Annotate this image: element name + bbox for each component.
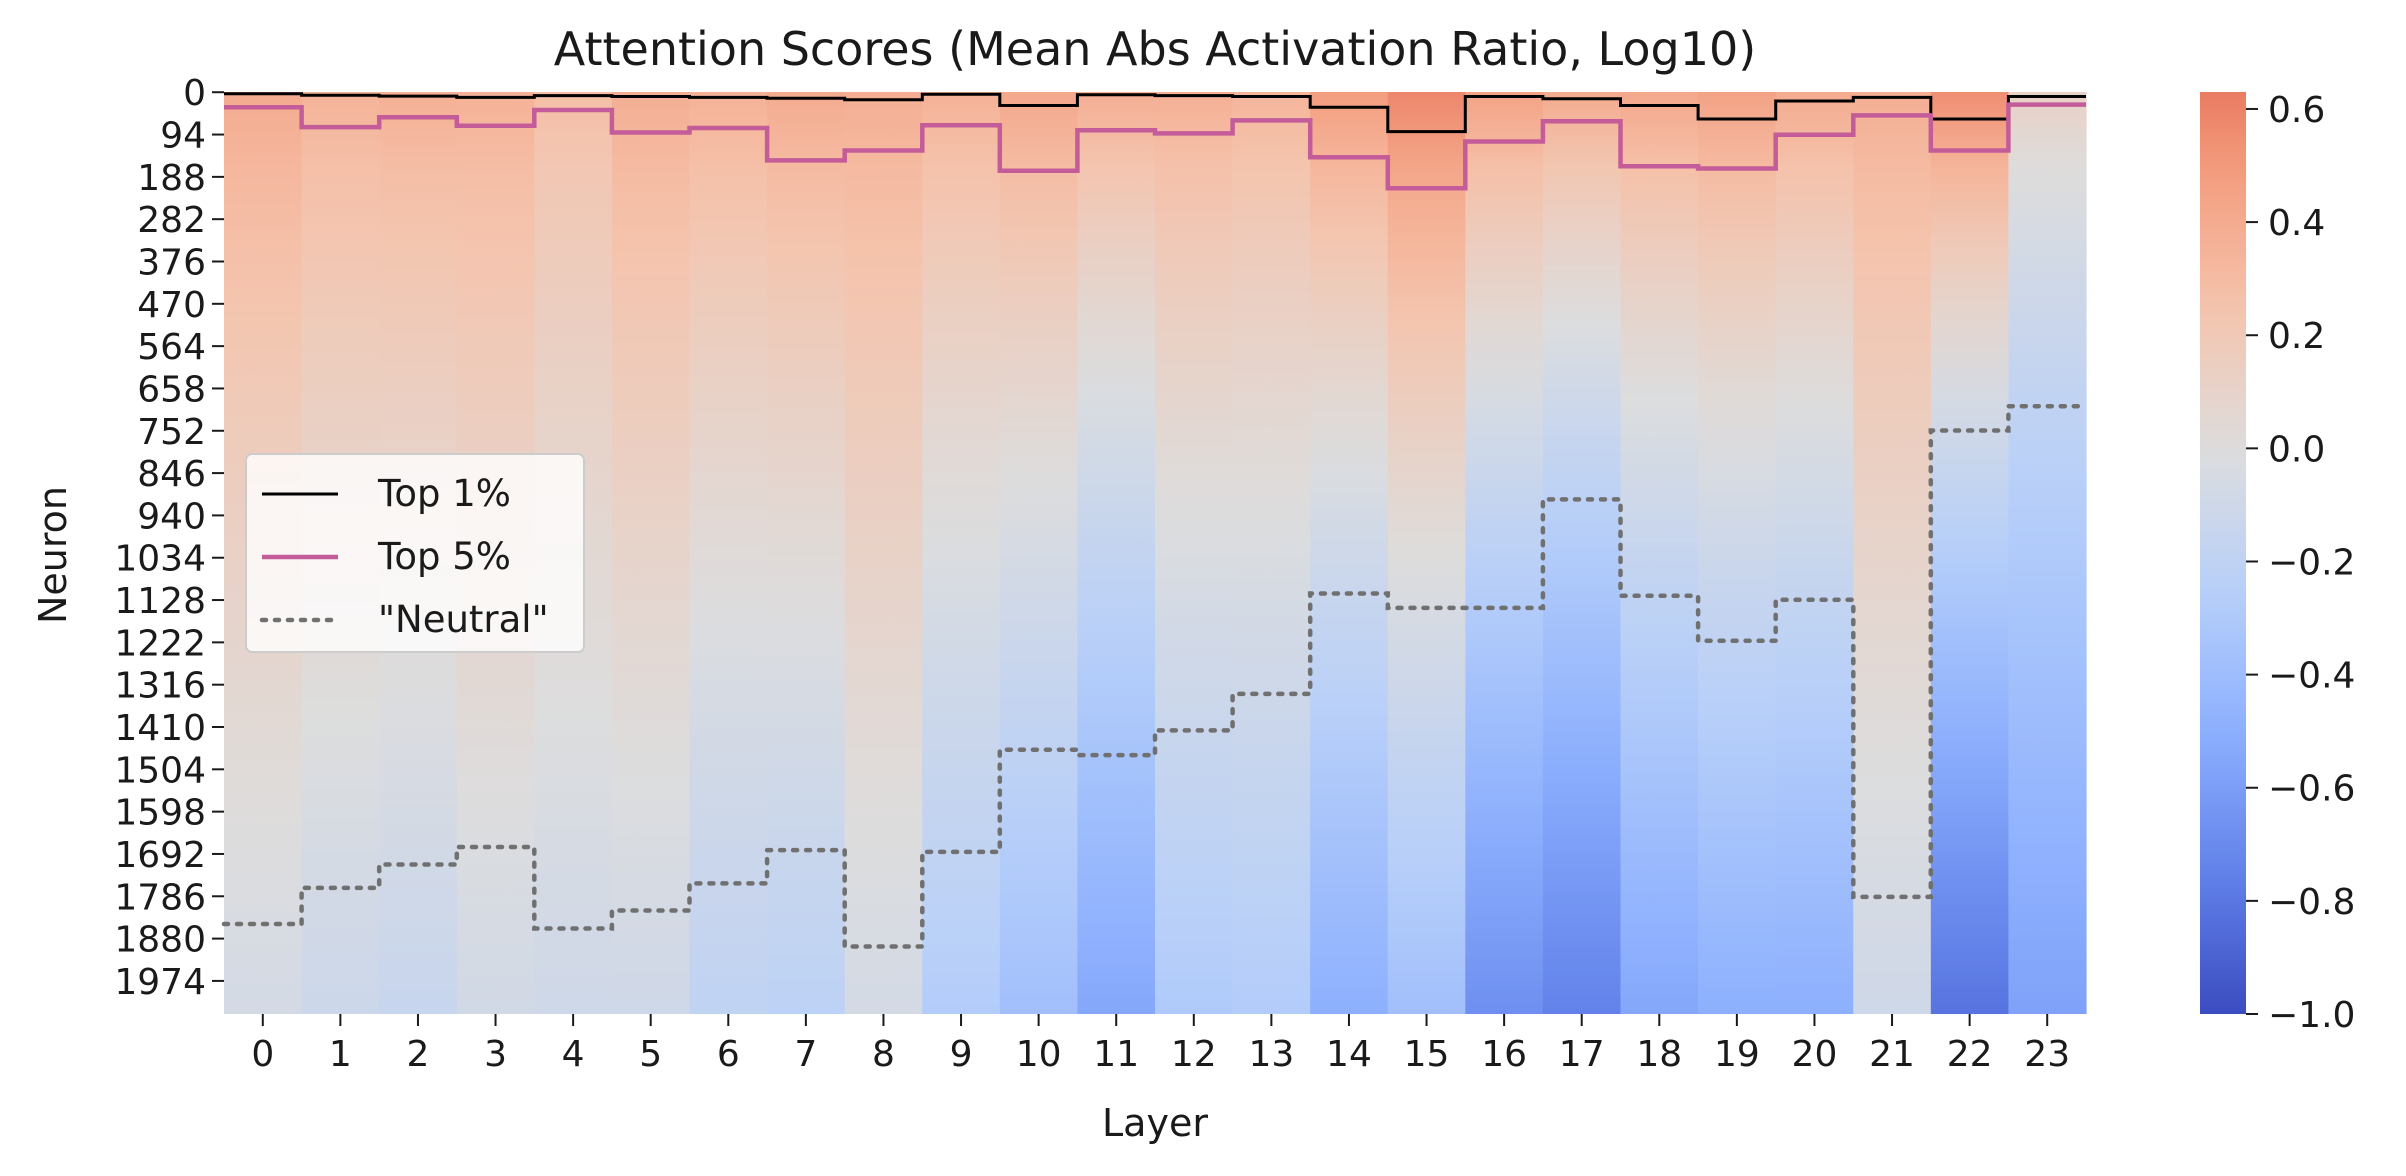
x-tick-label: 14 [1326, 1034, 1372, 1075]
y-tick-label: 1974 [114, 962, 206, 1003]
heatmap-column-14 [1310, 92, 1389, 1014]
heatmap-column-7 [767, 92, 846, 1014]
y-tick-label: 470 [137, 285, 206, 326]
heatmap-column-10 [999, 92, 1079, 1014]
heatmap-column-15 [1387, 92, 1466, 1014]
heatmap-column-22 [1930, 92, 2010, 1014]
x-tick-label: 6 [717, 1034, 740, 1075]
x-tick-label: 5 [639, 1034, 662, 1075]
colorbar-tick-label: 0.2 [2268, 316, 2325, 357]
x-tick-label: 17 [1559, 1034, 1605, 1075]
x-tick-label: 15 [1404, 1034, 1450, 1075]
y-tick-label: 0 [183, 73, 206, 114]
x-axis: 0 1 2 3 4 5 6 7 8 9 10 11 12 13 14 15 16 17 18 19 20 21 22 23 [251, 1014, 2070, 1075]
legend-label-1: Top 5% [377, 535, 511, 578]
y-tick-label: 846 [137, 454, 206, 495]
x-tick-label: 20 [1792, 1034, 1838, 1075]
y-axis-title: Neuron [31, 486, 75, 624]
x-tick-label: 19 [1714, 1034, 1760, 1075]
y-tick-label: 282 [137, 200, 206, 241]
series-line-1 [224, 102, 2086, 191]
x-axis-title: Layer [1102, 1101, 1208, 1145]
colorbar: 0.6 0.4 0.2 0.0 −0.2 −0.4 −0.6 −0.8 −1.0 [2200, 90, 2355, 1036]
colorbar-tick-label: −0.6 [2268, 769, 2355, 810]
colorbar-tick-label: −0.4 [2268, 656, 2355, 697]
y-tick-label: 1504 [114, 750, 206, 791]
legend-label-2: "Neutral" [378, 598, 549, 641]
heatmap-column-11 [1077, 92, 1156, 1014]
colorbar-tick-label: 0.4 [2268, 203, 2325, 244]
x-tick-label: 2 [407, 1034, 430, 1075]
x-tick-label: 4 [562, 1034, 585, 1075]
x-tick-label: 16 [1481, 1034, 1527, 1075]
y-tick-label: 1786 [114, 877, 206, 918]
x-tick-label: 7 [794, 1034, 817, 1075]
x-tick-label: 1 [329, 1034, 352, 1075]
heatmap-column-9 [922, 92, 1001, 1014]
x-tick-label: 3 [484, 1034, 507, 1075]
legend-label-0: Top 1% [377, 472, 511, 515]
chart-title: Attention Scores (Mean Abs Activation Ra… [554, 22, 1756, 76]
x-tick-label: 22 [1947, 1034, 1993, 1075]
x-tick-label: 18 [1636, 1034, 1682, 1075]
heatmap-column-16 [1465, 92, 1544, 1014]
series-line-0 [224, 92, 2086, 134]
colorbar-tick-label: −1.0 [2268, 995, 2355, 1036]
x-tick-label: 9 [950, 1034, 973, 1075]
heatmap-column-8 [844, 92, 923, 1014]
y-axis: 0941882823764705646587528469401034112812… [114, 73, 224, 1003]
y-tick-label: 1880 [114, 920, 206, 961]
y-tick-label: 94 [160, 116, 206, 157]
heatmap-column-20 [1775, 92, 1854, 1014]
colorbar-tick-label: 0.0 [2268, 429, 2325, 470]
legend-box [245, 453, 585, 653]
colorbar-tick-label: −0.8 [2268, 882, 2355, 923]
y-tick-label: 752 [137, 412, 206, 453]
heatmap-column-12 [1155, 92, 1234, 1014]
x-tick-label: 8 [872, 1034, 895, 1075]
heatmap-column-5 [611, 92, 691, 1014]
heatmap-column-18 [1620, 92, 1699, 1014]
y-tick-label: 1316 [114, 666, 206, 707]
x-tick-label: 21 [1869, 1034, 1915, 1075]
y-tick-label: 940 [137, 496, 206, 537]
y-tick-label: 188 [137, 158, 206, 199]
legend: Top 1% Top 5% "Neutral" [245, 453, 585, 653]
y-tick-label: 1598 [114, 793, 206, 834]
threshold-lines [221, 92, 2089, 949]
y-tick-label: 564 [137, 327, 206, 368]
y-tick-label: 658 [137, 369, 206, 410]
colorbar-gradient [2200, 92, 2246, 1014]
y-tick-label: 1128 [114, 581, 206, 622]
series-line-2 [221, 403, 2089, 949]
x-tick-label: 13 [1248, 1034, 1294, 1075]
heatmap-column-23 [2008, 92, 2087, 1014]
heatmap-column-21 [1853, 92, 1932, 1014]
x-tick-label: 0 [251, 1034, 274, 1075]
x-tick-label: 10 [1016, 1034, 1062, 1075]
heatmap-column-17 [1542, 92, 1622, 1014]
x-tick-label: 23 [2024, 1034, 2070, 1075]
heatmap-column-13 [1232, 92, 1311, 1014]
y-tick-label: 1410 [114, 708, 206, 749]
colorbar-tick-label: −0.2 [2268, 542, 2355, 583]
x-tick-label: 11 [1093, 1034, 1139, 1075]
heatmap-column-19 [1698, 92, 1777, 1014]
x-tick-label: 12 [1171, 1034, 1217, 1075]
heatmap-column-6 [689, 92, 768, 1014]
colorbar-tick-label: 0.6 [2268, 90, 2325, 131]
y-tick-label: 1692 [114, 835, 206, 876]
y-tick-label: 376 [137, 242, 206, 283]
y-tick-label: 1034 [114, 539, 206, 580]
y-tick-label: 1222 [114, 623, 206, 664]
